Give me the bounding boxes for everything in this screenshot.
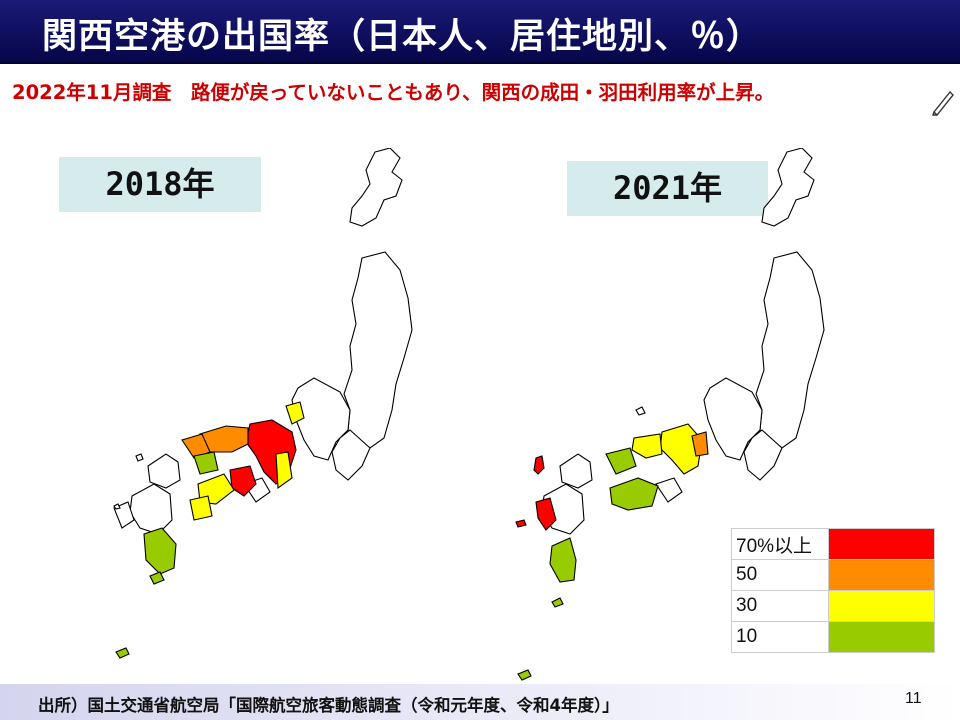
map-2018-hokkaido xyxy=(349,148,403,227)
map-2018-kanto xyxy=(331,429,371,481)
map-2021-region-red-goto xyxy=(515,519,527,528)
legend-row: 10 xyxy=(731,621,936,653)
map-2018-region-yellow-fukui xyxy=(285,401,305,425)
year-label-2021: 2021年 xyxy=(567,161,768,216)
map-2018-region-green-island-2 xyxy=(115,647,130,659)
year-label-2018: 2018年 xyxy=(59,157,261,212)
legend-swatch-yellow xyxy=(827,590,936,622)
map-2018-tohoku xyxy=(343,251,413,449)
legend-swatch-red xyxy=(827,528,936,560)
map-2021-hokkaido xyxy=(761,148,815,227)
map-2021-kanto xyxy=(743,429,783,481)
map-2021-region-green-island-2 xyxy=(517,669,532,681)
slide-subtitle: 2022年11月調査 路便が戻っていないこともあり、関西の成田・羽田利用率が上昇… xyxy=(12,81,775,104)
map-2018-kyushu-north xyxy=(129,483,173,535)
legend-row: 30 xyxy=(731,590,936,622)
map-2018-region-yellow-shikoku-2 xyxy=(189,495,213,521)
legend-swatch-green xyxy=(827,621,936,653)
map-2018-region-green-kyushu xyxy=(143,527,177,575)
legend-row: 50 xyxy=(731,559,936,591)
legend-label: 30 xyxy=(731,590,829,622)
map-2018-yamaguchi xyxy=(147,453,181,489)
map-2021-chubu xyxy=(703,377,763,461)
page-number: 11 xyxy=(905,690,922,707)
map-2021-region-green-island-1 xyxy=(551,597,564,608)
map-2018-region-yellow-mie xyxy=(275,451,293,490)
legend-swatch-orange xyxy=(827,559,936,591)
map-2018-region-orange-chugoku-2 xyxy=(181,433,211,459)
map-2018-white-regions xyxy=(113,148,413,535)
map-2021-tohoku xyxy=(755,251,825,449)
legend-label: 50 xyxy=(731,559,829,591)
map-2021 xyxy=(515,148,825,681)
legend-label: 70%以上 xyxy=(731,528,829,560)
map-2021-region-green-chugoku xyxy=(605,447,637,475)
map-2018 xyxy=(113,148,413,659)
slide-title: 関西空港の出国率（日本人、居住地別、％） xyxy=(42,17,763,57)
footer-source: 出所）国土交通省航空局「国際航空旅客動態調査（令和元年度、令和4年度）」 xyxy=(38,696,619,715)
map-2018-colored-regions xyxy=(115,401,305,659)
legend: 70%以上 50 30 10 xyxy=(731,528,936,653)
pen-icon[interactable] xyxy=(930,86,956,116)
map-2021-colored-regions xyxy=(515,423,709,681)
title-bar xyxy=(0,0,960,64)
map-2021-white-regions xyxy=(541,148,825,535)
map-2021-region-red-fukuoka xyxy=(535,497,557,531)
map-2018-region-green-chugoku xyxy=(193,451,219,475)
map-2018-region-red-wakayama xyxy=(229,465,257,497)
map-2021-region-yellow-chugoku xyxy=(631,433,663,459)
legend-label: 10 xyxy=(731,621,829,653)
map-2021-chugoku-west xyxy=(559,453,593,489)
map-2021-region-red-tsushima xyxy=(533,455,545,475)
legend-row: 70%以上 xyxy=(731,528,936,560)
map-2021-region-orange-fukui xyxy=(691,431,709,457)
footer-bar xyxy=(0,684,960,720)
map-2021-shikoku-east xyxy=(655,477,683,503)
map-2018-region-green-island-1 xyxy=(149,571,165,585)
map-2021-region-green-shikoku xyxy=(609,477,659,511)
map-2021-region-green-kyushu xyxy=(549,537,577,583)
